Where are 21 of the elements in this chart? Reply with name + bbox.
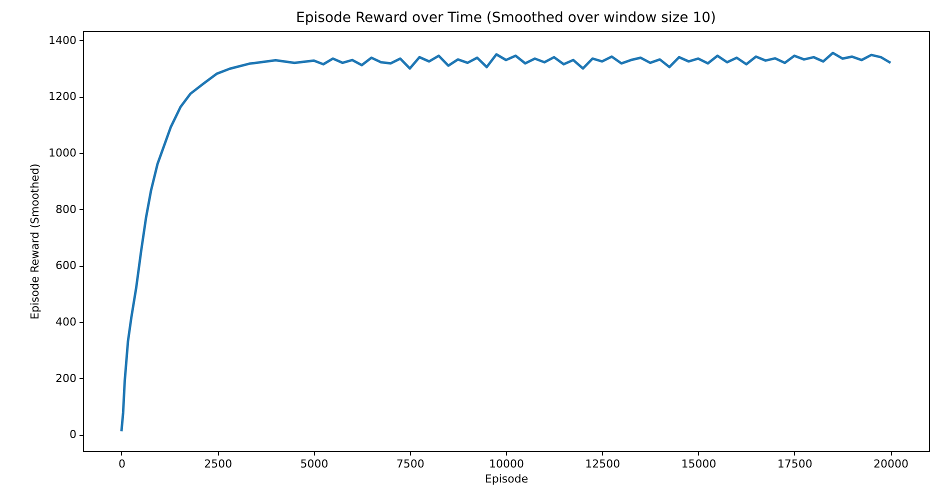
y-tick-label: 600 <box>56 259 76 272</box>
x-tick-label: 10000 <box>489 458 524 470</box>
line-series <box>120 52 892 433</box>
y-tick-label: 1000 <box>48 146 76 160</box>
y-tick-label: 1400 <box>48 34 76 47</box>
x-tick-label: 0 <box>118 458 126 470</box>
x-tick-label: 15000 <box>681 458 716 470</box>
y-tick-label: 0 <box>70 428 76 442</box>
x-tick-label: 12500 <box>585 458 620 470</box>
x-tick-label: 5000 <box>300 458 328 470</box>
y-tick-label: 800 <box>56 202 76 216</box>
x-axis-title: Episode <box>484 472 528 486</box>
y-tick-label: 400 <box>56 315 76 328</box>
y-tick-label: 1200 <box>48 90 76 104</box>
x-tick-label: 7500 <box>396 458 424 470</box>
chart-title: Episode Reward over Time (Smoothed over window size 10) <box>296 10 716 26</box>
x-tick-label: 2500 <box>204 458 232 470</box>
y-tick-label: 200 <box>56 372 76 385</box>
x-tick-label: 20000 <box>874 458 909 470</box>
y-axis-title: Episode Reward (Smoothed) <box>28 164 42 320</box>
x-tick-label: 17500 <box>777 458 812 470</box>
